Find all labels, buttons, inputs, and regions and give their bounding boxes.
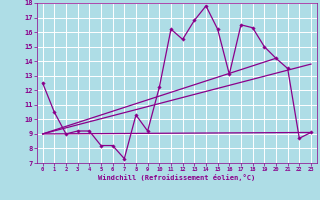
X-axis label: Windchill (Refroidissement éolien,°C): Windchill (Refroidissement éolien,°C) — [98, 174, 255, 181]
